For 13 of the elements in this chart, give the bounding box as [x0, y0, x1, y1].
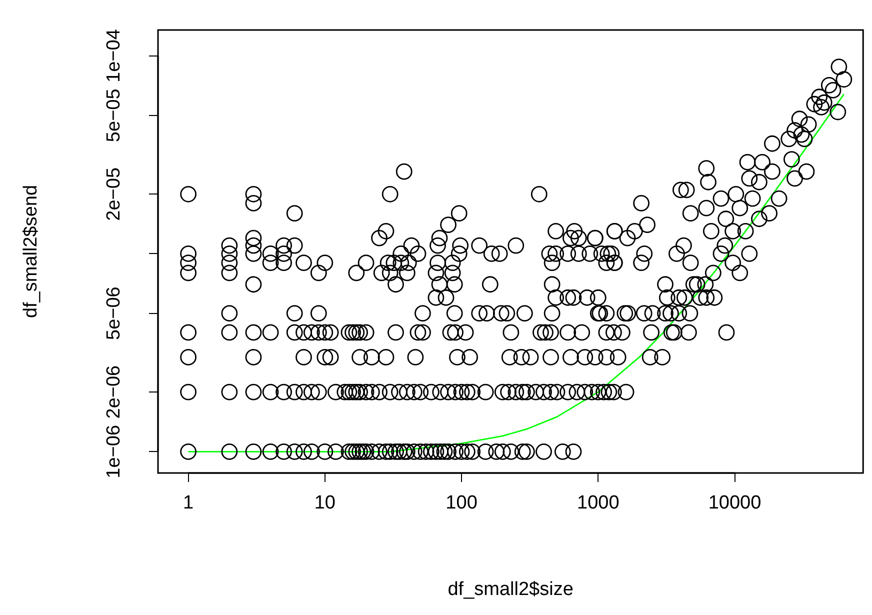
x-tick-label: 10 [314, 492, 336, 514]
y-tick-label: 2e−06 [104, 365, 125, 419]
x-tick-label: 10000 [708, 492, 762, 514]
y-tick-label: 1e−04 [104, 28, 125, 82]
y-tick-label: 5e−06 [104, 286, 125, 340]
y-tick-label: 1e−06 [104, 424, 125, 478]
x-tick-label: 1 [183, 492, 194, 514]
x-tick-label: 1000 [577, 492, 620, 514]
x-axis-title: df_small2$size [448, 578, 574, 600]
x-tick-label: 100 [446, 492, 478, 514]
y-tick-label: 5e−05 [104, 88, 125, 142]
y-axis-title: df_small2$send [20, 184, 42, 318]
y-tick-label: 2e−05 [104, 167, 125, 221]
